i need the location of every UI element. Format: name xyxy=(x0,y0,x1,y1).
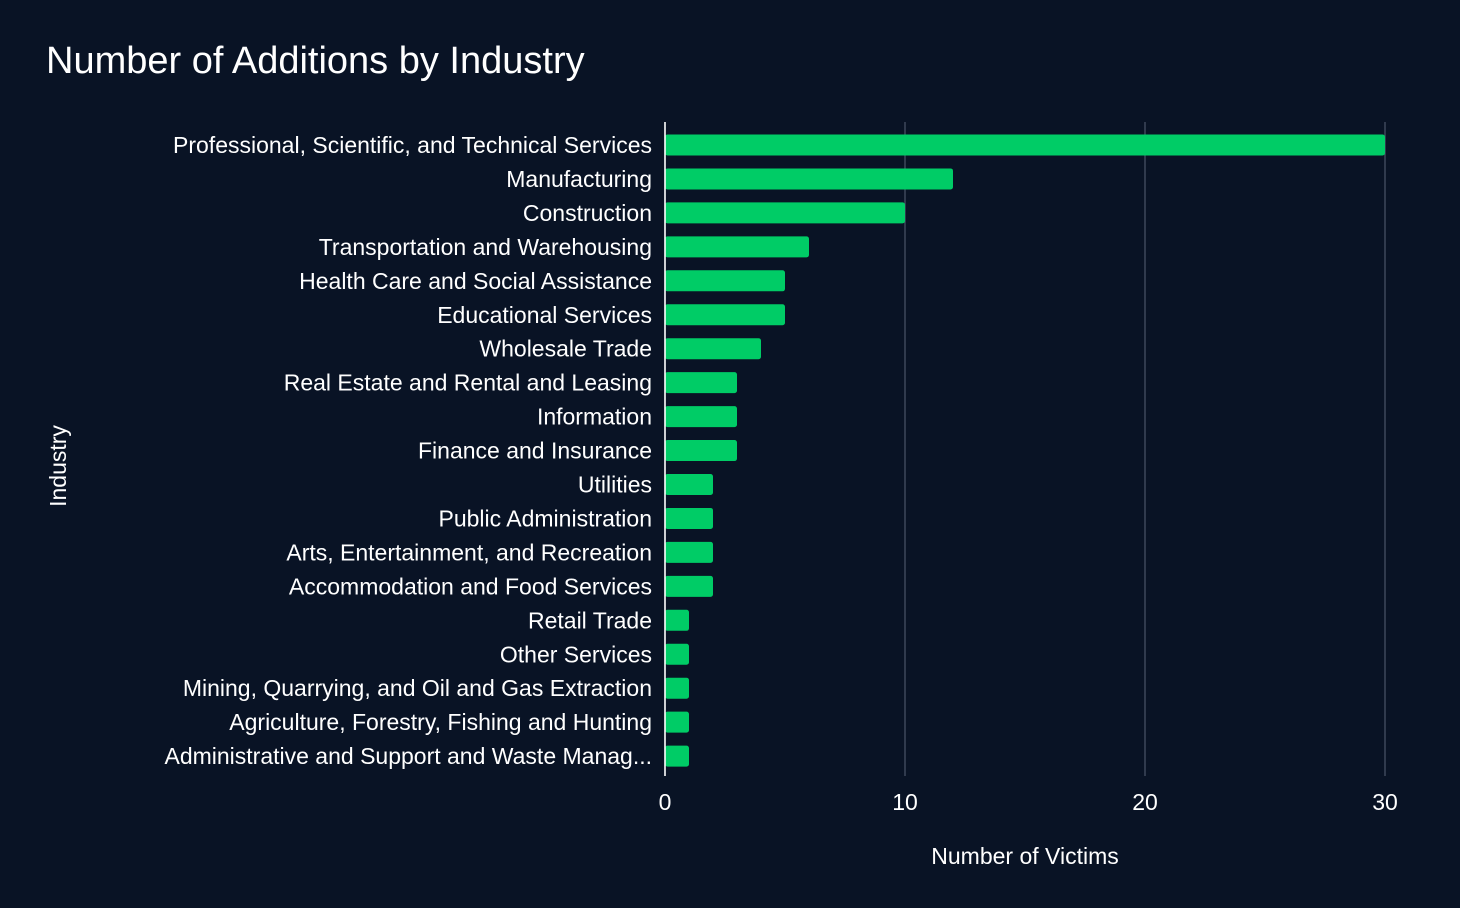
category-label: Information xyxy=(537,404,652,430)
bar[interactable] xyxy=(665,507,713,529)
bar[interactable] xyxy=(665,338,761,360)
xtick-label-layer: 0 10 20 30 xyxy=(659,789,1398,815)
x-tick-label: 30 xyxy=(1372,789,1398,815)
grid-layer xyxy=(904,122,1386,776)
bar[interactable] xyxy=(665,541,713,563)
bar[interactable] xyxy=(665,575,713,597)
bar[interactable] xyxy=(665,440,737,462)
category-label: Retail Trade xyxy=(528,607,652,633)
bar[interactable] xyxy=(665,134,1385,156)
bar[interactable] xyxy=(665,270,785,292)
bar[interactable] xyxy=(665,406,737,428)
category-label: Educational Services xyxy=(437,302,652,328)
category-label: Public Administration xyxy=(439,505,653,531)
category-label: Real Estate and Rental and Leasing xyxy=(284,370,652,396)
bar[interactable] xyxy=(665,745,689,767)
category-label: Health Care and Social Assistance xyxy=(299,268,652,294)
category-label: Wholesale Trade xyxy=(479,336,652,362)
y-axis-title: Industry xyxy=(45,425,71,507)
bar[interactable] xyxy=(665,202,905,224)
bar[interactable] xyxy=(665,168,953,190)
x-tick-label: 0 xyxy=(659,789,672,815)
category-label-layer: Professional, Scientific, and Technical … xyxy=(164,132,652,769)
chart-title: Number of Additions by Industry xyxy=(46,40,585,82)
x-tick-label: 20 xyxy=(1132,789,1158,815)
x-tick-label: 10 xyxy=(892,789,918,815)
bar[interactable] xyxy=(665,643,689,665)
bar[interactable] xyxy=(665,236,809,258)
x-axis-title: Number of Victims xyxy=(931,843,1118,869)
category-label: Accommodation and Food Services xyxy=(289,573,652,599)
category-label: Construction xyxy=(523,200,652,226)
category-label: Mining, Quarrying, and Oil and Gas Extra… xyxy=(183,675,652,701)
category-label: Other Services xyxy=(500,641,652,667)
bar[interactable] xyxy=(665,372,737,394)
bar[interactable] xyxy=(665,711,689,733)
category-label: Utilities xyxy=(578,472,652,498)
category-label: Manufacturing xyxy=(506,166,652,192)
category-label: Agriculture, Forestry, Fishing and Hunti… xyxy=(229,709,652,735)
category-label: Administrative and Support and Waste Man… xyxy=(164,743,652,769)
category-label: Finance and Insurance xyxy=(418,438,652,464)
category-label: Arts, Entertainment, and Recreation xyxy=(286,539,652,565)
bar[interactable] xyxy=(665,609,689,631)
bar[interactable] xyxy=(665,677,689,699)
bar[interactable] xyxy=(665,304,785,326)
category-label: Transportation and Warehousing xyxy=(319,234,652,260)
bar[interactable] xyxy=(665,474,713,495)
category-label: Professional, Scientific, and Technical … xyxy=(173,132,652,158)
bar-layer xyxy=(665,134,1385,767)
